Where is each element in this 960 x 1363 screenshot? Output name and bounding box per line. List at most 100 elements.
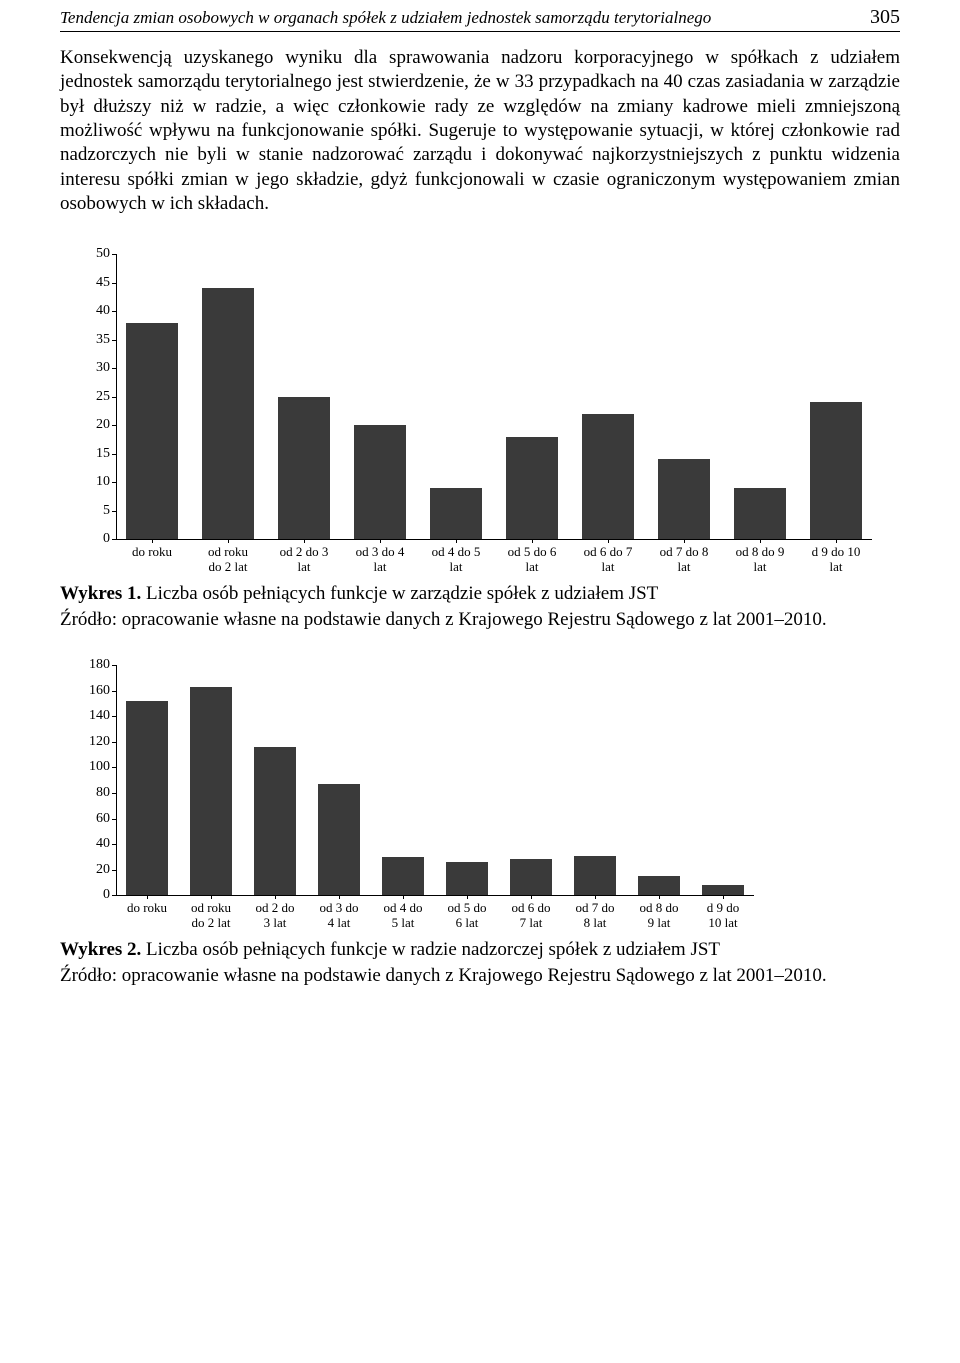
x-tick-label: od 4 do 5 lat	[432, 545, 481, 575]
chart-2-caption: Wykres 2. Liczba osób pełniących funkcje…	[60, 939, 900, 961]
bar	[702, 885, 744, 895]
y-tick-label: 0	[70, 531, 110, 547]
bar	[506, 437, 558, 540]
page-number: 305	[870, 6, 900, 29]
bar	[810, 402, 862, 539]
bar	[190, 687, 232, 895]
y-tick-label: 20	[70, 862, 110, 878]
x-tick-mark	[380, 539, 381, 543]
x-tick-label: od 5 do 6 lat	[508, 545, 557, 575]
x-tick-label: od 2 do 3 lat	[256, 901, 295, 931]
x-tick-label: od 7 do 8 lat	[660, 545, 709, 575]
y-tick-label: 25	[70, 389, 110, 405]
x-tick-mark	[532, 539, 533, 543]
running-title: Tendencja zmian osobowych w organach spó…	[60, 8, 711, 28]
chart-1-caption-bold: Wykres 1.	[60, 583, 141, 604]
body-paragraph: Konsekwencją uzyskanego wyniku dla spraw…	[60, 46, 900, 216]
chart-2-caption-bold: Wykres 2.	[60, 939, 141, 960]
bar	[734, 488, 786, 539]
chart-1-caption-text: Liczba osób pełniących funkcje w zarządz…	[141, 583, 658, 604]
y-tick-label: 35	[70, 332, 110, 348]
y-tick-label: 100	[70, 759, 110, 775]
chart-2-caption-text: Liczba osób pełniących funkcje w radzie …	[141, 939, 720, 960]
x-tick-mark	[608, 539, 609, 543]
x-tick-label: od roku do 2 lat	[191, 901, 231, 931]
x-tick-label: od 8 do 9 lat	[736, 545, 785, 575]
y-tick-label: 180	[70, 657, 110, 673]
bar	[382, 857, 424, 895]
x-tick-mark	[760, 539, 761, 543]
y-axis	[116, 665, 117, 895]
x-tick-mark	[595, 895, 596, 899]
y-tick-label: 50	[70, 246, 110, 262]
bar	[510, 859, 552, 895]
bar	[430, 488, 482, 539]
x-tick-mark	[147, 895, 148, 899]
bar	[574, 856, 616, 896]
x-tick-mark	[152, 539, 153, 543]
y-tick-label: 120	[70, 734, 110, 750]
x-tick-mark	[684, 539, 685, 543]
x-tick-mark	[228, 539, 229, 543]
x-axis	[116, 539, 872, 540]
bar	[638, 876, 680, 895]
x-tick-label: d 9 do 10 lat	[707, 901, 740, 931]
chart-2: 020406080100120140160180do rokuod roku d…	[70, 665, 754, 929]
y-tick-label: 40	[70, 836, 110, 852]
x-tick-label: od 4 do 5 lat	[384, 901, 423, 931]
bar	[126, 323, 178, 540]
y-tick-label: 0	[70, 887, 110, 903]
y-tick-label: 160	[70, 683, 110, 699]
bar	[202, 288, 254, 539]
y-tick-label: 15	[70, 446, 110, 462]
x-tick-mark	[659, 895, 660, 899]
chart-2-container: 020406080100120140160180do rokuod roku d…	[70, 665, 890, 929]
y-tick-label: 45	[70, 275, 110, 291]
chart-1-source: Źródło: opracowanie własne na podstawie …	[60, 609, 900, 631]
x-tick-mark	[339, 895, 340, 899]
x-tick-label: od 3 do 4 lat	[356, 545, 405, 575]
y-tick-label: 30	[70, 360, 110, 376]
y-tick-label: 60	[70, 811, 110, 827]
x-tick-label: od 6 do 7 lat	[512, 901, 551, 931]
page: Tendencja zmian osobowych w organach spó…	[0, 0, 960, 1017]
x-tick-mark	[836, 539, 837, 543]
y-tick-label: 140	[70, 708, 110, 724]
bar	[278, 397, 330, 540]
chart-2-source: Źródło: opracowanie własne na podstawie …	[60, 965, 900, 987]
x-tick-mark	[211, 895, 212, 899]
x-tick-mark	[456, 539, 457, 543]
x-tick-label: od 7 do 8 lat	[576, 901, 615, 931]
chart-1: 05101520253035404550do rokuod roku do 2 …	[70, 254, 872, 573]
x-tick-mark	[467, 895, 468, 899]
y-tick-label: 10	[70, 474, 110, 490]
x-tick-mark	[275, 895, 276, 899]
x-tick-label: do roku	[127, 901, 167, 916]
x-tick-mark	[304, 539, 305, 543]
x-tick-mark	[403, 895, 404, 899]
x-tick-label: od 8 do 9 lat	[640, 901, 679, 931]
x-tick-label: od 2 do 3 lat	[280, 545, 329, 575]
y-tick-label: 20	[70, 417, 110, 433]
bar	[446, 862, 488, 895]
bar	[582, 414, 634, 539]
bar	[318, 784, 360, 895]
y-tick-label: 80	[70, 785, 110, 801]
y-axis	[116, 254, 117, 539]
bar	[354, 425, 406, 539]
chart-1-container: 05101520253035404550do rokuod roku do 2 …	[70, 254, 890, 573]
bar	[254, 747, 296, 895]
bar	[126, 701, 168, 895]
x-tick-mark	[723, 895, 724, 899]
x-tick-label: d 9 do 10 lat	[812, 545, 861, 575]
x-tick-label: od 5 do 6 lat	[448, 901, 487, 931]
chart-1-caption: Wykres 1. Liczba osób pełniących funkcje…	[60, 583, 900, 605]
running-head: Tendencja zmian osobowych w organach spó…	[60, 6, 900, 32]
x-tick-label: od 3 do 4 lat	[320, 901, 359, 931]
x-tick-label: do roku	[132, 545, 172, 560]
x-tick-label: od roku do 2 lat	[208, 545, 248, 575]
bar	[658, 459, 710, 539]
x-tick-label: od 6 do 7 lat	[584, 545, 633, 575]
x-tick-mark	[531, 895, 532, 899]
y-tick-label: 40	[70, 303, 110, 319]
